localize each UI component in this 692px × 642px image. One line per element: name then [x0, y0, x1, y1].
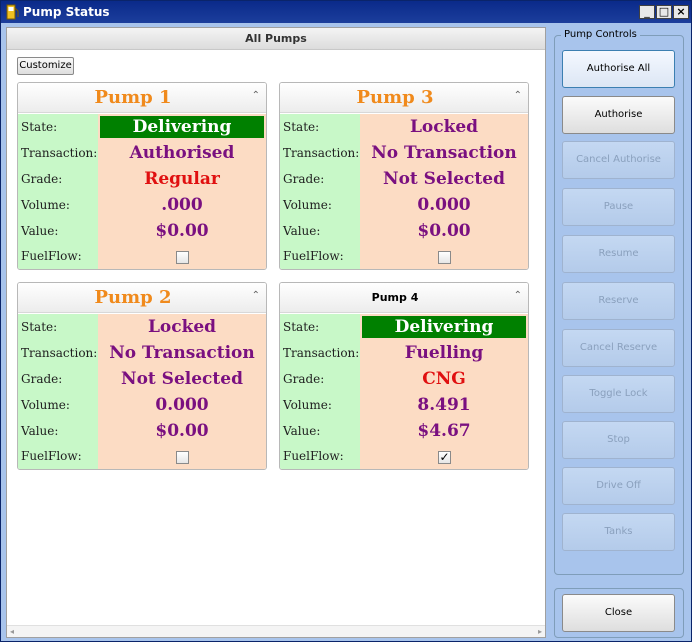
window-title: Pump Status [23, 5, 110, 19]
transaction-value: No Transaction [109, 343, 255, 363]
volume-value: .000 [161, 195, 203, 215]
close-button[interactable]: Close [562, 594, 675, 632]
cancel-reserve-button[interactable]: Cancel Reserve [562, 329, 675, 367]
pump-name: Pump 4 [371, 291, 419, 304]
collapse-caret-icon[interactable]: ⌃ [251, 290, 260, 301]
fuelflow-checkbox[interactable]: ✓ [438, 450, 451, 464]
fuelflow-label: FuelFlow: [283, 249, 344, 263]
state-value: Locked [147, 317, 217, 337]
collapse-caret-icon[interactable]: ⌃ [513, 290, 522, 301]
volume-label: Volume: [283, 198, 332, 212]
transaction-label: Transaction: [21, 346, 98, 360]
pump-card-4[interactable]: Pump 4 ⌃ State: Transaction: Grade: Volu… [279, 282, 529, 470]
tanks-button[interactable]: Tanks [562, 513, 675, 551]
maximize-button[interactable]: □ [656, 5, 672, 19]
authorise-all-button[interactable]: Authorise All [562, 50, 675, 88]
pump-card-2[interactable]: Pump 2 ⌃ State: Transaction: Grade: Volu… [17, 282, 267, 470]
fuelflow-label: FuelFlow: [21, 249, 82, 263]
value-label: Value: [283, 224, 321, 238]
minimize-button[interactable]: _ [639, 5, 655, 19]
grade-label: Grade: [283, 372, 325, 386]
transaction-label: Transaction: [283, 146, 360, 160]
pump-header: Pump 1 ⌃ [18, 83, 266, 113]
pump-card-1[interactable]: Pump 1 ⌃ State: Transaction: Grade: Volu… [17, 82, 267, 270]
state-label: State: [21, 120, 58, 134]
pump-name: Pump 1 [94, 87, 172, 108]
pause-button[interactable]: Pause [562, 188, 675, 226]
pump-labels: State: Transaction: Grade: Volume: Value… [280, 114, 360, 269]
reserve-button[interactable]: Reserve [562, 282, 675, 320]
all-pumps-panel: All Pumps Customize Pump 1 ⌃ State: Tran… [6, 27, 546, 638]
grade-label: Grade: [283, 172, 325, 186]
pump-name: Pump 2 [94, 287, 172, 308]
pump-values: Locked No Transaction Not Selected 0.000… [98, 314, 266, 469]
grade-label: Grade: [21, 172, 63, 186]
grade-value: Regular [144, 169, 220, 189]
pump-labels: State: Transaction: Grade: Volume: Value… [280, 314, 360, 469]
customize-button[interactable]: Customize [17, 57, 74, 75]
grade-value: Not Selected [383, 169, 505, 189]
scroll-right-icon[interactable]: ▸ [537, 627, 542, 636]
value-value: $0.00 [155, 421, 209, 441]
toggle-lock-button[interactable]: Toggle Lock [562, 375, 675, 413]
pump-labels: State: Transaction: Grade: Volume: Value… [18, 314, 98, 469]
pump-values: Delivering Authorised Regular .000 $0.00 [98, 114, 266, 269]
title-bar: Pump Status _ □ × [1, 1, 691, 23]
volume-value: 0.000 [155, 395, 209, 415]
value-value: $0.00 [155, 221, 209, 241]
authorise-button[interactable]: Authorise [562, 96, 675, 134]
pump-card-3[interactable]: Pump 3 ⌃ State: Transaction: Grade: Volu… [279, 82, 529, 270]
volume-label: Volume: [283, 398, 332, 412]
value-label: Value: [283, 424, 321, 438]
fuel-pump-icon [6, 4, 19, 20]
state-label: State: [21, 320, 58, 334]
state-label: State: [283, 120, 320, 134]
state-value: Delivering [100, 116, 264, 138]
volume-label: Volume: [21, 198, 70, 212]
value-value: $4.67 [417, 421, 471, 441]
pump-name: Pump 3 [356, 87, 434, 108]
transaction-value: Authorised [129, 143, 235, 163]
collapse-caret-icon[interactable]: ⌃ [513, 90, 522, 101]
panel-header: All Pumps [7, 28, 545, 50]
transaction-value: Fuelling [404, 343, 484, 363]
close-group [554, 588, 684, 638]
fuelflow-checkbox[interactable] [176, 451, 189, 464]
grade-label: Grade: [21, 372, 63, 386]
value-label: Value: [21, 424, 59, 438]
drive-off-button[interactable]: Drive Off [562, 467, 675, 505]
pump-header: Pump 4 ⌃ [280, 283, 528, 313]
pump-header: Pump 3 ⌃ [280, 83, 528, 113]
fuelflow-checkbox[interactable] [438, 251, 451, 264]
grade-value: Not Selected [121, 369, 243, 389]
fuelflow-label: FuelFlow: [283, 449, 344, 463]
volume-value: 8.491 [417, 395, 471, 415]
pump-controls-legend: Pump Controls [561, 29, 640, 40]
transaction-label: Transaction: [283, 346, 360, 360]
state-value: Locked [409, 117, 479, 137]
fuelflow-checkbox[interactable] [176, 251, 189, 264]
scroll-left-icon[interactable]: ◂ [10, 627, 15, 636]
pump-header: Pump 2 ⌃ [18, 283, 266, 313]
collapse-caret-icon[interactable]: ⌃ [251, 90, 260, 101]
value-value: $0.00 [417, 221, 471, 241]
resume-button[interactable]: Resume [562, 235, 675, 273]
horizontal-scrollbar[interactable]: ◂ ▸ [7, 625, 545, 637]
pump-labels: State: Transaction: Grade: Volume: Value… [18, 114, 98, 269]
pump-values: Delivering Fuelling CNG 8.491 $4.67 ✓ [360, 314, 528, 469]
volume-value: 0.000 [417, 195, 471, 215]
transaction-value: No Transaction [371, 143, 517, 163]
pump-values: Locked No Transaction Not Selected 0.000… [360, 114, 528, 269]
fuelflow-label: FuelFlow: [21, 449, 82, 463]
close-window-button[interactable]: × [673, 5, 689, 19]
cancel-authorise-button[interactable]: Cancel Authorise [562, 141, 675, 179]
stop-button[interactable]: Stop [562, 421, 675, 459]
transaction-label: Transaction: [21, 146, 98, 160]
value-label: Value: [21, 224, 59, 238]
state-value: Delivering [362, 316, 526, 338]
state-label: State: [283, 320, 320, 334]
grade-value: CNG [422, 369, 466, 389]
volume-label: Volume: [21, 398, 70, 412]
